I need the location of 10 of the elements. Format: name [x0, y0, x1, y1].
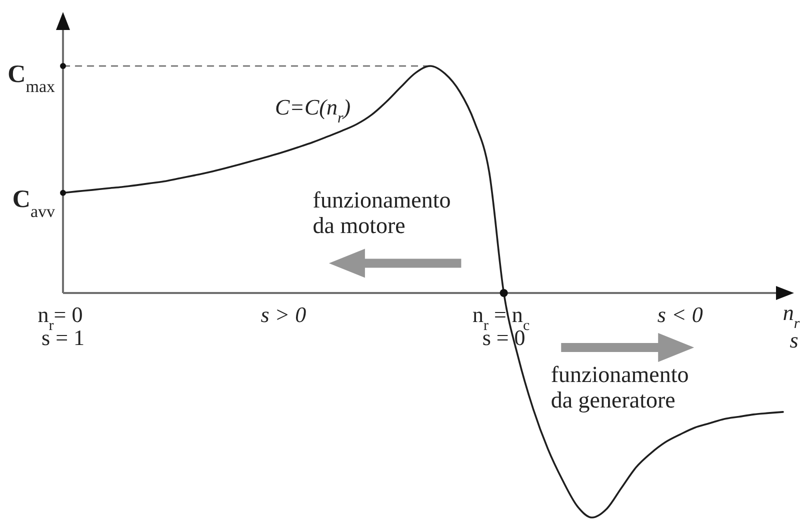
- annotation: s > 0: [260, 302, 306, 327]
- annotation: funzionamento da generatore: [550, 362, 689, 413]
- ref-line-label: C$_{max}$: [8, 61, 56, 96]
- x-tick-label: n$_{r}$ = n$_{c}$ s = 0: [472, 302, 530, 350]
- series-label: C=C(n$_{r}$): [274, 94, 351, 126]
- text: C$_{avv}$: [12, 186, 56, 220]
- x-axis-title: n$_{r}$ s: [782, 300, 800, 352]
- annotation: funzionamento da motore: [312, 188, 451, 238]
- x-tick-label: n$_{r}$= 0 s = 1: [38, 302, 84, 350]
- annotation: s < 0: [657, 302, 703, 327]
